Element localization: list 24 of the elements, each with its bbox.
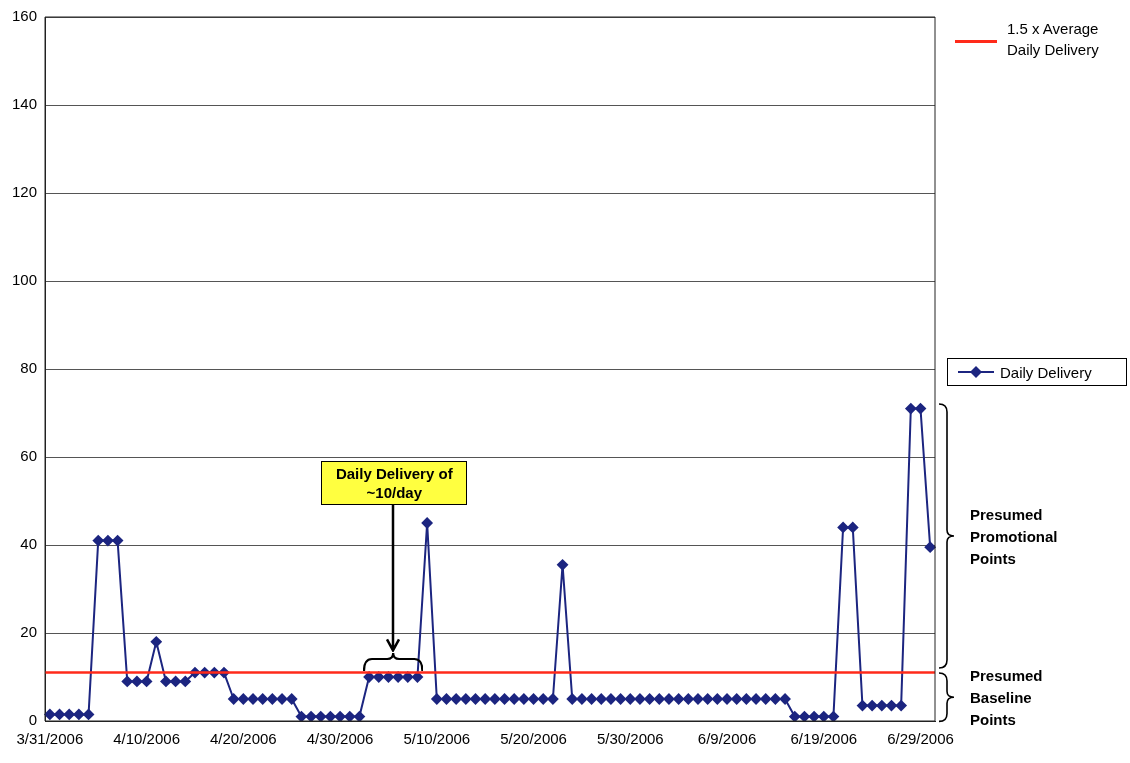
- y-tick-label: 0: [28, 711, 38, 729]
- y-tick-label: 60: [20, 447, 38, 465]
- text: Presumed Promotional Points: [970, 505, 1059, 570]
- x-tick-label: 5/30/2006: [596, 730, 664, 748]
- x-tick-label: 5/20/2006: [500, 730, 567, 748]
- annotation: Daily Delivery of ~10/day: [321, 461, 468, 506]
- x-tick-label: 4/10/2006: [113, 730, 180, 748]
- y-tick-label: 80: [20, 359, 38, 377]
- y-tick-label: 120: [12, 183, 38, 201]
- x-tick-label: 6/19/2006: [790, 730, 858, 748]
- legend-label: Daily Delivery: [1000, 363, 1092, 381]
- x-tick-label: 4/30/2006: [306, 730, 374, 748]
- y-tick-label: 100: [12, 271, 38, 289]
- legend-label: 1.5 x Average Daily Delivery: [1007, 19, 1100, 60]
- y-tick-label: 140: [12, 95, 38, 113]
- x-tick-label: 3/31/2006: [16, 730, 84, 748]
- y-tick-label: 20: [20, 623, 38, 641]
- x-tick-label: 5/10/2006: [403, 730, 471, 748]
- y-tick-label: 40: [20, 535, 38, 553]
- text: Presumed Baseline Points: [970, 665, 1044, 730]
- x-tick-label: 6/9/2006: [697, 730, 757, 748]
- x-tick-label: 4/20/2006: [209, 730, 277, 748]
- x-tick-label: 6/29/2006: [887, 730, 954, 748]
- y-tick-label: 160: [12, 7, 38, 25]
